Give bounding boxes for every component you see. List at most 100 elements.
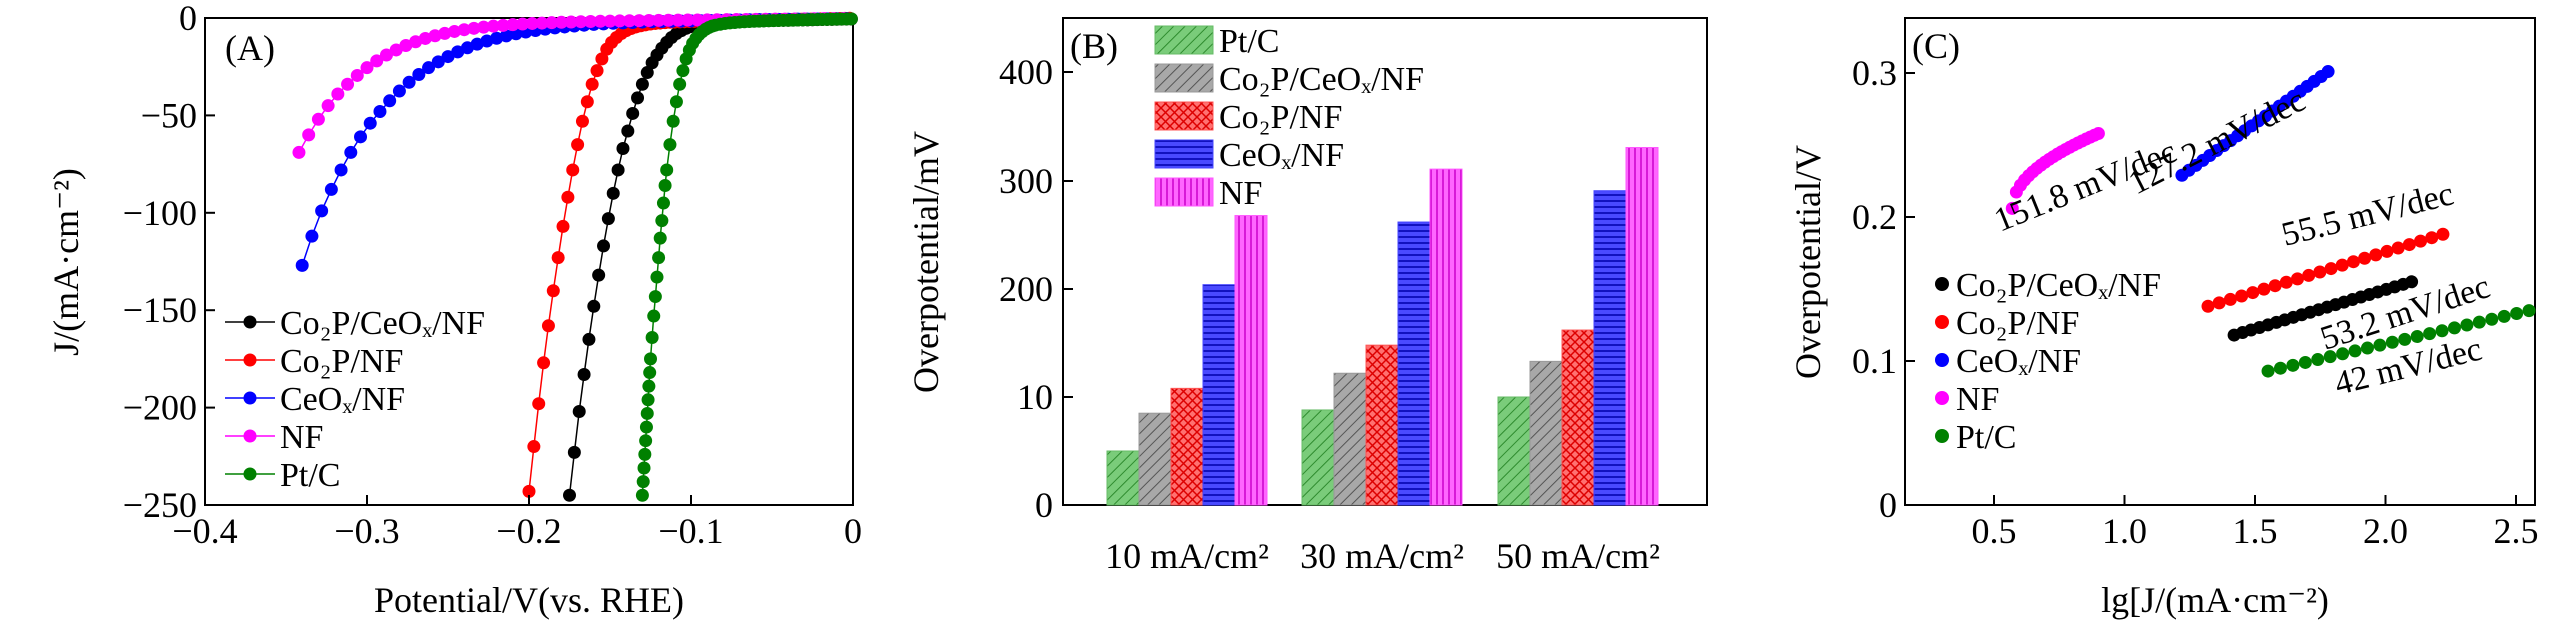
data-point — [2369, 248, 2383, 262]
data-point — [2460, 318, 2474, 332]
data-point — [2373, 338, 2387, 352]
data-point — [2510, 306, 2524, 320]
data-point — [640, 406, 654, 420]
data-point — [506, 18, 520, 32]
data-point — [392, 84, 406, 98]
bar-nf-1 — [1234, 215, 1268, 506]
data-point — [669, 95, 683, 109]
category-label: 50 mA/cm² — [1496, 536, 1660, 576]
legend-label-pt-c: Pt/C — [280, 457, 340, 494]
y-tick-label: 0 — [1879, 485, 1897, 525]
data-point — [575, 114, 589, 128]
data-point — [527, 440, 541, 454]
data-point — [2257, 282, 2271, 296]
data-point — [554, 15, 568, 29]
tafel-nf — [2005, 126, 2105, 215]
y-tick-label: −100 — [123, 193, 197, 233]
curve-line-nf — [298, 17, 844, 153]
data-point — [574, 15, 588, 29]
data-point — [2380, 244, 2394, 258]
data-point — [302, 128, 316, 142]
panel-c-ylabel: Overpotential/V — [1788, 145, 1828, 379]
data-point — [373, 105, 387, 119]
data-point — [592, 268, 606, 282]
data-point — [2268, 279, 2282, 293]
y-tick-label: −150 — [123, 290, 197, 330]
data-point — [2360, 341, 2374, 355]
panel-c-xlabel: lg[J/(mA·cm⁻²) — [2101, 580, 2329, 620]
data-point — [616, 142, 630, 156]
legend-swatch-pt-c — [1154, 25, 1214, 55]
legend-marker — [1935, 391, 1949, 405]
data-point — [2286, 358, 2300, 372]
legend-marker — [243, 467, 257, 481]
data-point — [324, 182, 338, 196]
data-point — [642, 13, 656, 27]
bar-nf-2 — [1429, 168, 1463, 506]
data-point — [566, 163, 580, 177]
data-point — [590, 64, 604, 78]
legend-label-co2p-ceox-nf: Co₂P/CeOₓ/NF — [1956, 267, 2161, 304]
y-tick-label: 400 — [999, 52, 1053, 92]
data-point — [666, 114, 680, 128]
data-point — [621, 124, 635, 138]
legend-label-ceox-nf: CeOₓ/NF — [1219, 137, 1344, 174]
curve-pt-c — [635, 12, 858, 502]
data-point — [636, 475, 650, 489]
panel-a-xlabel: Potential/V(vs. RHE) — [374, 580, 684, 620]
data-point — [363, 116, 377, 130]
data-point — [295, 258, 309, 272]
bar-nf-3 — [1625, 147, 1659, 506]
data-point — [334, 163, 348, 177]
y-tick-label: 0.3 — [1852, 53, 1897, 93]
legend-swatch-nf — [1154, 177, 1214, 207]
data-point — [653, 231, 667, 245]
category-label: 10 mA/cm² — [1105, 536, 1269, 576]
legend-marker — [243, 429, 257, 443]
data-point — [2261, 364, 2275, 378]
data-point — [642, 379, 656, 393]
data-point — [2235, 289, 2249, 303]
data-point — [658, 179, 672, 193]
x-tick-label: 0.5 — [1972, 511, 2017, 551]
data-point — [354, 130, 368, 144]
data-point — [631, 91, 645, 105]
data-point — [486, 19, 500, 33]
data-point — [402, 75, 416, 89]
data-point — [584, 15, 598, 29]
data-point — [644, 352, 657, 366]
data-point — [2348, 344, 2362, 358]
data-point — [422, 61, 436, 75]
data-point — [639, 434, 653, 448]
data-point — [379, 48, 393, 62]
panel-c-label: (C) — [1912, 26, 1960, 66]
data-point — [663, 138, 677, 152]
panel-b-bars: 10 mA/cm² 30 mA/cm² 50 mA/cm² — [1105, 147, 1660, 576]
legend-label-co2p-nf: Co₂P/NF — [1956, 305, 2079, 342]
data-point — [551, 251, 565, 265]
data-point — [2414, 234, 2428, 248]
data-point — [601, 212, 615, 226]
data-point — [690, 13, 704, 27]
data-point — [532, 397, 546, 411]
panel-b: 10 mA/cm² 30 mA/cm² 50 mA/cm² 0 10 200 300 400… — [906, 17, 1708, 576]
data-point — [2522, 304, 2536, 318]
data-point — [676, 64, 690, 78]
data-point — [2425, 231, 2439, 245]
bar-co2p-ceox-nf-1 — [1138, 412, 1172, 506]
data-point — [597, 239, 611, 253]
data-point — [2212, 296, 2226, 310]
data-point — [537, 356, 551, 370]
data-point — [2391, 241, 2405, 255]
data-point — [331, 87, 345, 101]
data-point — [580, 95, 594, 109]
data-point — [652, 13, 666, 27]
data-point — [535, 16, 549, 30]
data-point — [637, 461, 651, 475]
data-point — [671, 13, 685, 27]
data-point — [844, 12, 858, 26]
legend-label-co2p-nf: Co₂P/NF — [280, 343, 403, 380]
y-tick-label: 0.2 — [1852, 197, 1897, 237]
data-point — [563, 488, 576, 502]
